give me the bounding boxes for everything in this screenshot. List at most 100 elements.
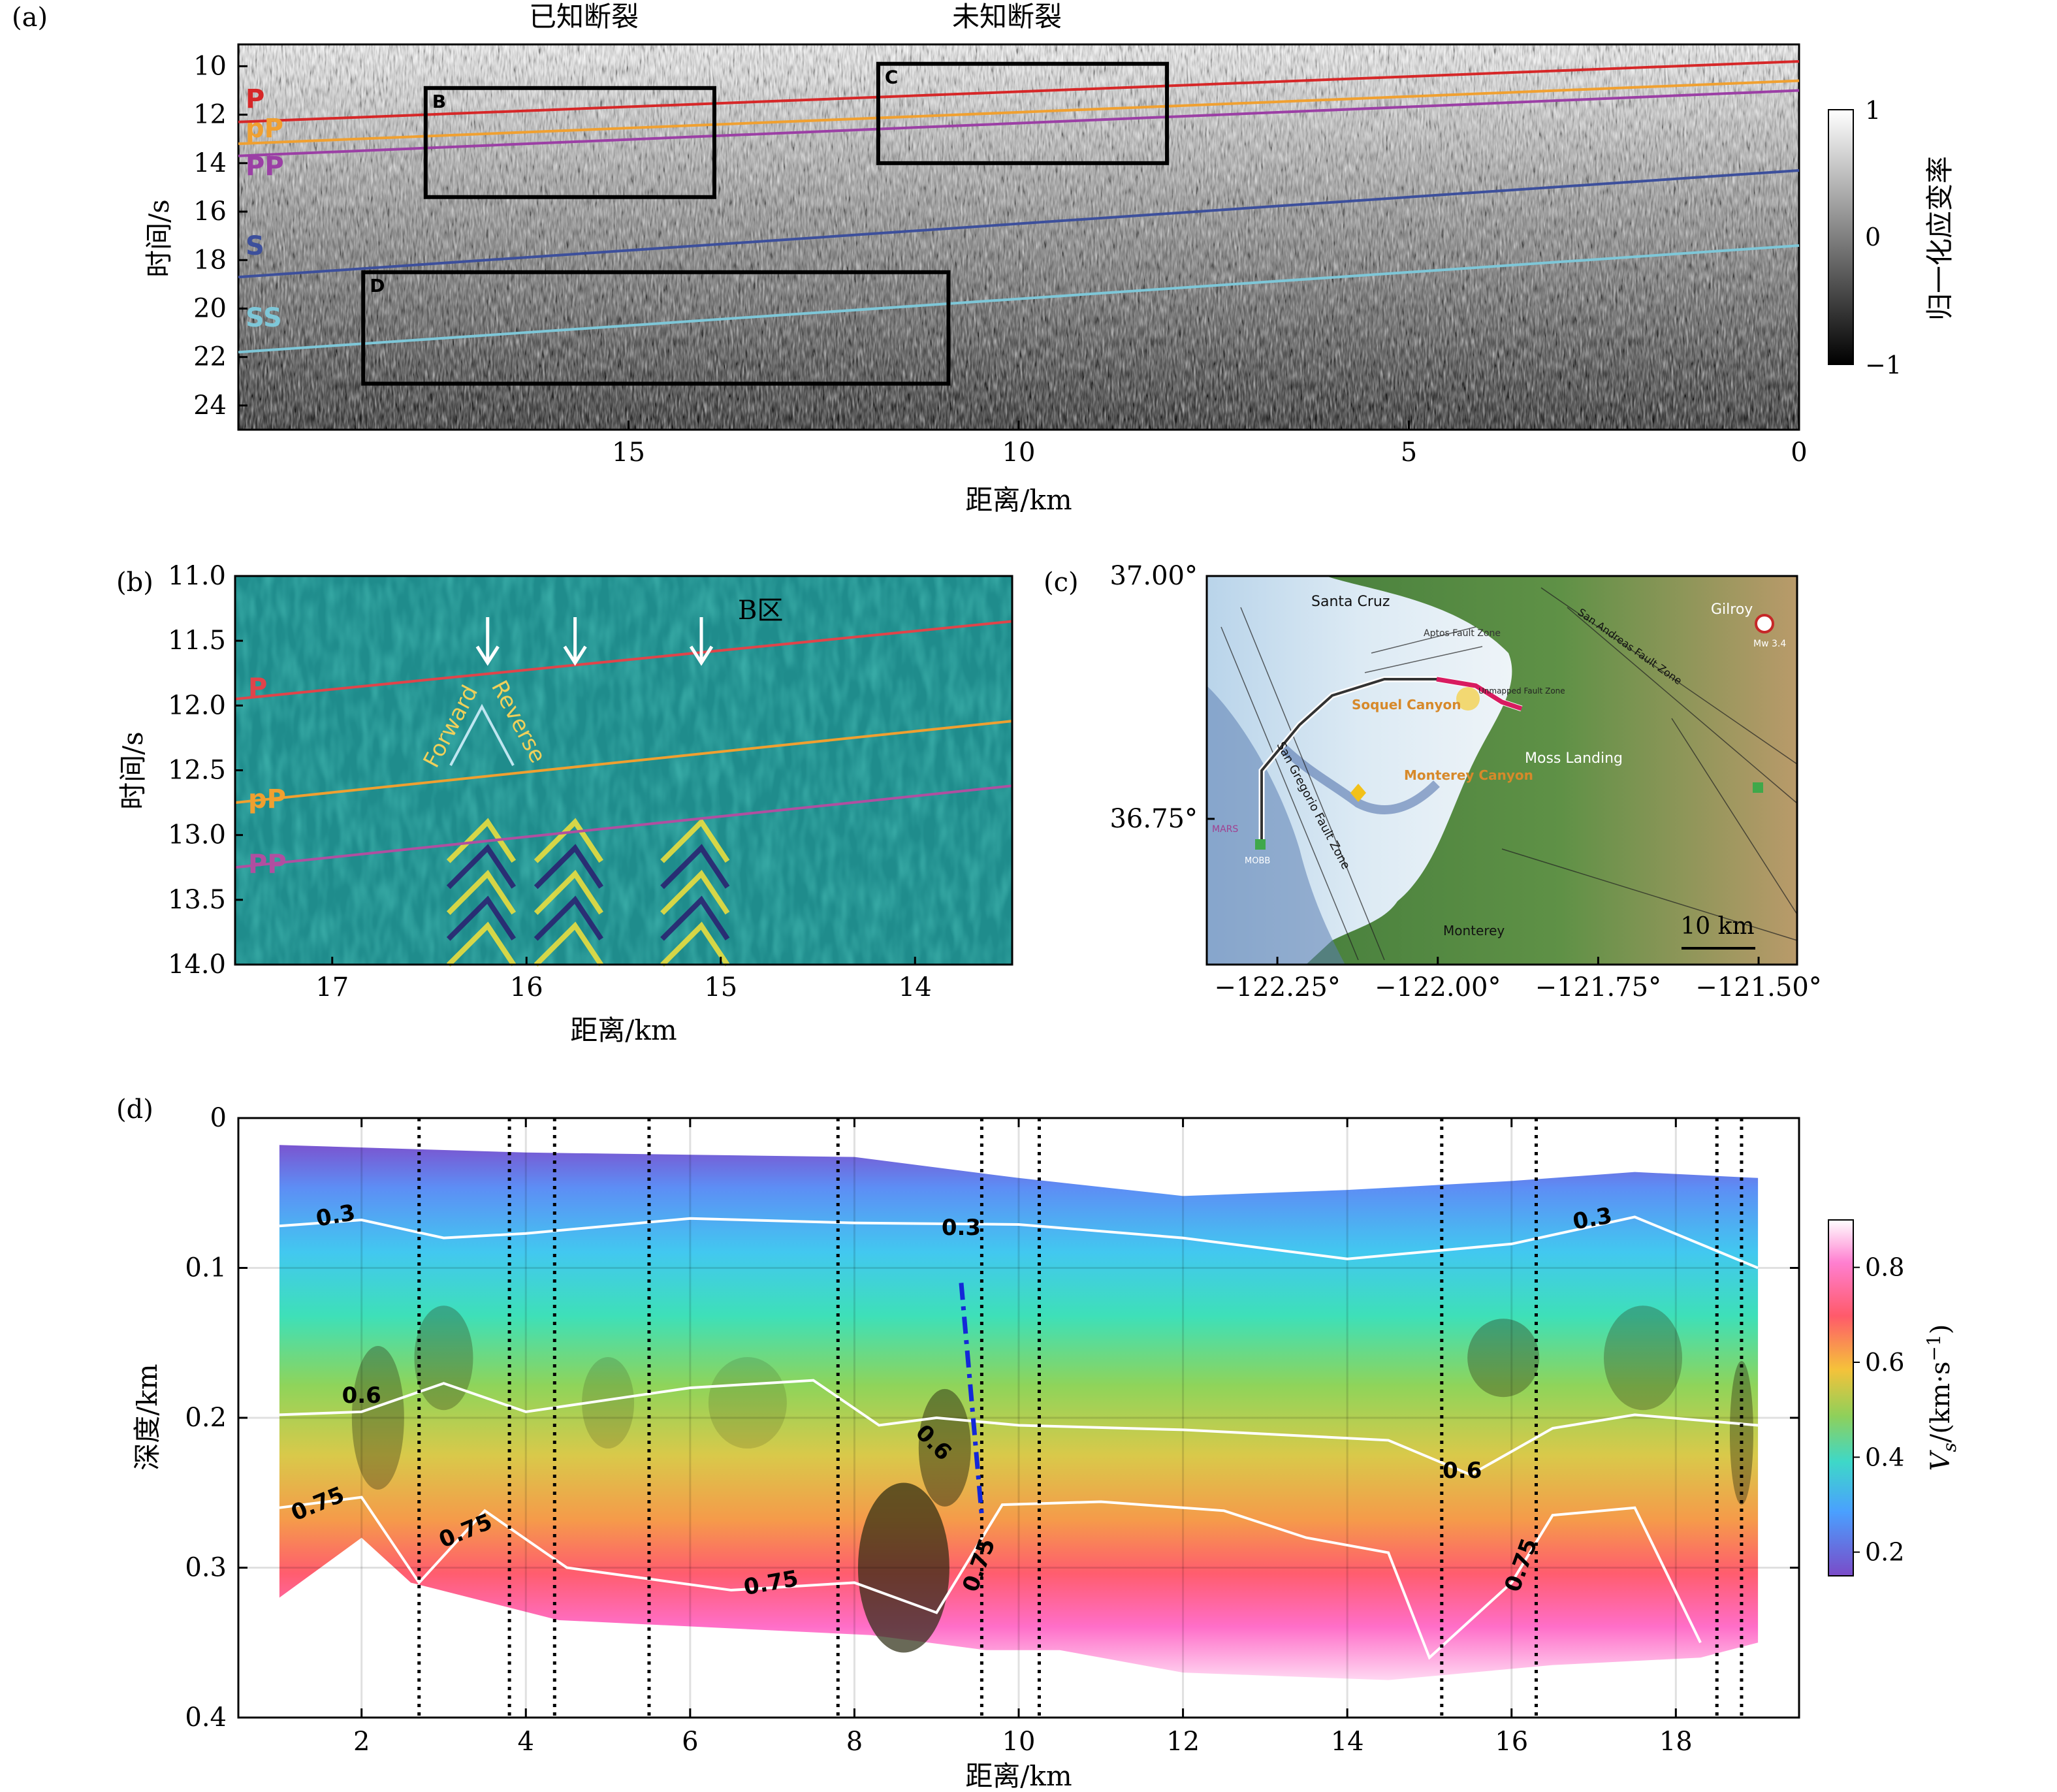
d-xtick-label: 6 xyxy=(682,1727,698,1757)
low-velocity-patch xyxy=(1467,1319,1540,1398)
d-cbar-tick-label: 0.6 xyxy=(1865,1348,1904,1377)
panel-b-wave-texture xyxy=(235,576,1012,965)
map-label-aptos: Aptos Fault Zone xyxy=(1424,628,1501,639)
d-xtick-label: 10 xyxy=(1002,1727,1036,1757)
panel-c-frame xyxy=(1205,575,1798,966)
phase-line-P xyxy=(238,59,1800,123)
d-xtick-label: 16 xyxy=(1495,1727,1528,1757)
d-ytick-label: 0.1 xyxy=(185,1253,227,1283)
map-deep-sea xyxy=(1207,686,1345,965)
map-label-unmapped: Unmapped Fault Zone xyxy=(1478,686,1565,696)
wavelet-stroke xyxy=(534,844,603,889)
c-xtick-label: −122.25° xyxy=(1214,972,1340,1002)
panel-b-arrows xyxy=(475,617,714,666)
wavelet-stroke xyxy=(660,818,730,863)
b-ytick-label: 11.0 xyxy=(168,561,226,591)
map-label-monterey: Monterey xyxy=(1443,923,1505,938)
mobb-marker xyxy=(1255,839,1266,850)
box-label-C: C xyxy=(885,67,899,88)
box-C xyxy=(876,61,1170,165)
colorbar-a-tick-0: 0 xyxy=(1865,223,1881,251)
colorbar-d-title: Vs/(km·s−1) xyxy=(1923,1324,1960,1471)
c-ytick-label: 37.00° xyxy=(1109,561,1198,591)
map-label-soquel: Soquel Canyon xyxy=(1352,697,1461,712)
d-xtick-label: 18 xyxy=(1659,1727,1693,1757)
b-ytick-label: 12.0 xyxy=(168,690,226,720)
contour-0.75 xyxy=(279,1496,1702,1660)
b-phase-label-pP: pP xyxy=(248,784,286,814)
low-velocity-patch xyxy=(351,1346,404,1490)
panel-b-axes: 17 16 15 14 11.0 11.5 12.0 12.5 13.0 13.5 14.0 xyxy=(168,561,932,1002)
phase-line-PP xyxy=(238,89,1800,157)
panel-d-xlabel: 距离/km xyxy=(965,1760,1072,1792)
b-ytick-label: 11.5 xyxy=(168,626,226,656)
d-cbar-tick-label: 0.2 xyxy=(1865,1538,1904,1567)
wavelet-stroke xyxy=(660,844,730,889)
panel-a-strain-texture xyxy=(238,44,1799,430)
b-ytick-label: 13.0 xyxy=(168,820,226,850)
colorbar-a-tick-neg1: −1 xyxy=(1865,351,1902,379)
panel-a-boxes: B C D xyxy=(361,61,1170,386)
known-fault-annotation: 已知断裂 xyxy=(529,1,639,33)
a-xtick-label: 5 xyxy=(1401,438,1417,468)
panel-b-xlabel: 距离/km xyxy=(570,1014,677,1046)
b-phase-label-PP: PP xyxy=(248,849,287,879)
unknown-fault-annotation: 未知断裂 xyxy=(952,1,1062,33)
fault-blue-dashed xyxy=(959,1283,984,1516)
a-ytick-label: 10 xyxy=(193,51,227,81)
wavelet-stroke xyxy=(660,895,730,941)
low-velocity-patch xyxy=(414,1305,473,1411)
buoy-marker xyxy=(1350,784,1366,802)
phase-line-SS xyxy=(238,244,1800,354)
a-ytick-label: 24 xyxy=(193,391,227,421)
map-label-mw: Mw 3.4 xyxy=(1753,639,1786,649)
phase-label-pP: pP xyxy=(246,114,283,144)
map-label-moss-landing: Moss Landing xyxy=(1525,750,1623,767)
d-cbar-tick-label: 0.4 xyxy=(1865,1443,1904,1471)
b-phase-label-P: P xyxy=(248,673,267,703)
panel-d-fault-lines xyxy=(417,1118,1744,1718)
wavelet-stroke xyxy=(534,895,603,941)
wavelet-stroke xyxy=(446,844,517,889)
contour-0.6 xyxy=(279,1379,1759,1477)
c-ytick-label: 36.75° xyxy=(1109,804,1198,834)
a-xtick-label: 0 xyxy=(1791,438,1807,468)
forward-reverse-chevron xyxy=(449,703,515,766)
phase-label-S: S xyxy=(246,231,264,261)
earthquake-marker-icon xyxy=(1755,614,1774,633)
b-xtick-label: 16 xyxy=(510,972,543,1002)
arrow-head-icon xyxy=(689,645,714,666)
contour-0.3 xyxy=(279,1215,1759,1270)
velocity-model-body xyxy=(279,1145,1759,1680)
map-label-mars: MARS xyxy=(1212,824,1238,835)
unmapped-fault-highlight xyxy=(1456,687,1480,711)
low-velocity-patch xyxy=(1604,1305,1682,1411)
phase-line-pP xyxy=(238,79,1800,146)
colorbar-a-tick-1: 1 xyxy=(1865,96,1881,125)
station-marker xyxy=(1753,782,1763,793)
box-label-D: D xyxy=(370,275,385,296)
panel-c-axes: −122.25° −122.00° −121.75° −121.50° 37.00° 36… xyxy=(1109,561,1821,1002)
phase-label-SS: SS xyxy=(246,303,282,333)
scale-bar-label: 10 km xyxy=(1680,913,1754,940)
wavelet-stroke xyxy=(446,818,517,863)
c-xtick-label: −121.50° xyxy=(1695,972,1821,1002)
b-ytick-label: 12.5 xyxy=(168,756,226,786)
panel-b-phase-lines: PpP PP xyxy=(234,620,1013,879)
b-phase-line-PP xyxy=(234,784,1013,869)
panel-b-label: (b) xyxy=(116,568,153,598)
panel-a-ylabel: 时间/s xyxy=(143,199,175,278)
b-xtick-label: 17 xyxy=(315,972,349,1002)
panel-a-xlabel: 距离/km xyxy=(965,484,1072,516)
map-label-gilroy: Gilroy xyxy=(1711,601,1753,618)
box-label-B: B xyxy=(432,91,446,112)
d-ytick-label: 0 xyxy=(210,1103,227,1133)
phase-line-S xyxy=(238,168,1800,279)
a-ytick-label: 22 xyxy=(193,342,227,372)
panel-d-colorbar xyxy=(1828,1219,1854,1576)
arrow-head-icon xyxy=(563,645,587,666)
panel-b-ylabel: 时间/s xyxy=(117,731,149,810)
c-xtick-label: −121.75° xyxy=(1535,972,1661,1002)
